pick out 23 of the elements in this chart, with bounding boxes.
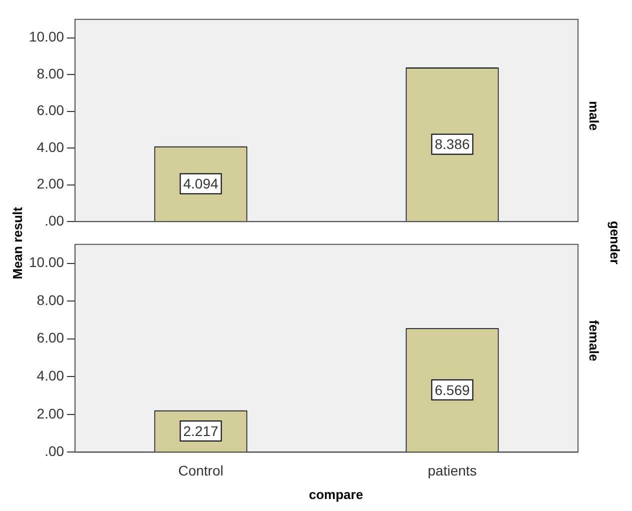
data-label: 4.094 — [183, 176, 218, 192]
data-label: 6.569 — [434, 382, 470, 398]
y-tick-label: 10.00 — [28, 254, 64, 270]
y-tick-label: 6.00 — [36, 330, 64, 346]
x-tick-label: Control — [178, 462, 224, 478]
y-axis-title: Mean result — [10, 206, 24, 280]
y-tick-label: 8.00 — [36, 65, 64, 82]
y-tick-label: .00 — [44, 212, 64, 228]
y-tick-label: 2.00 — [36, 405, 64, 422]
y-tick-label: 4.00 — [36, 367, 64, 384]
data-label: 2.217 — [183, 422, 218, 439]
y-tick-label: 4.00 — [36, 138, 64, 155]
y-tick-label: 2.00 — [36, 176, 64, 192]
y-tick-label: 6.00 — [36, 102, 64, 118]
y-tick-label: 8.00 — [36, 292, 64, 308]
text: male — [586, 100, 602, 130]
y-tick-label: 10.00 — [28, 28, 64, 45]
y-tick-label: .00 — [44, 443, 64, 460]
text: gender — [608, 221, 622, 265]
x-tick-label: patients — [428, 462, 477, 478]
text: female — [586, 320, 602, 362]
data-label: 8.386 — [434, 136, 470, 152]
x-axis-title: compare — [308, 487, 364, 502]
